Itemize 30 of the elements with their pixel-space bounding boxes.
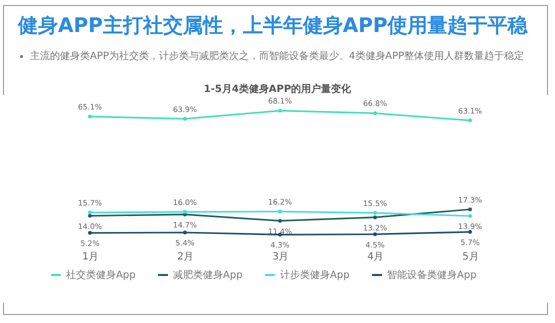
x-tick-label: 2月 <box>177 252 194 262</box>
point <box>373 215 377 220</box>
point <box>183 116 187 121</box>
point <box>468 208 472 212</box>
point <box>373 232 377 236</box>
point <box>468 214 472 218</box>
point <box>88 231 92 235</box>
point <box>278 218 282 223</box>
x-tick-label: 3月 <box>272 252 289 262</box>
legend-label: 智能设备类健身App <box>387 269 477 281</box>
x-tick-label: 5月 <box>462 252 479 262</box>
point <box>278 108 282 113</box>
legend-label: 社交类健身App <box>66 269 136 281</box>
text: 1-5月4类健身APP的用户量变化 <box>202 82 352 96</box>
point <box>183 210 187 214</box>
point <box>278 210 282 214</box>
chart-title: 健身APP主打社交属性，上半年健身APP使用量趋于平稳 <box>18 12 528 39</box>
x-tick-label: 4月 <box>367 252 384 262</box>
point <box>183 230 187 234</box>
legend-label: 减肥类健身App <box>173 269 243 281</box>
legend-label: 计步类健身App <box>280 269 350 281</box>
x-tick-label: 1月 <box>82 252 99 262</box>
point <box>373 211 377 215</box>
point <box>88 214 92 218</box>
point <box>468 118 472 122</box>
point <box>468 230 472 234</box>
point <box>88 210 92 214</box>
point <box>88 114 92 118</box>
chart-subtitle: 主流的健身类APP为社交类，计步类与减肥类次之，而智能设备类最少。4类健身APP整体使用人群数量趋于稳定 <box>30 50 526 63</box>
point <box>373 111 377 116</box>
